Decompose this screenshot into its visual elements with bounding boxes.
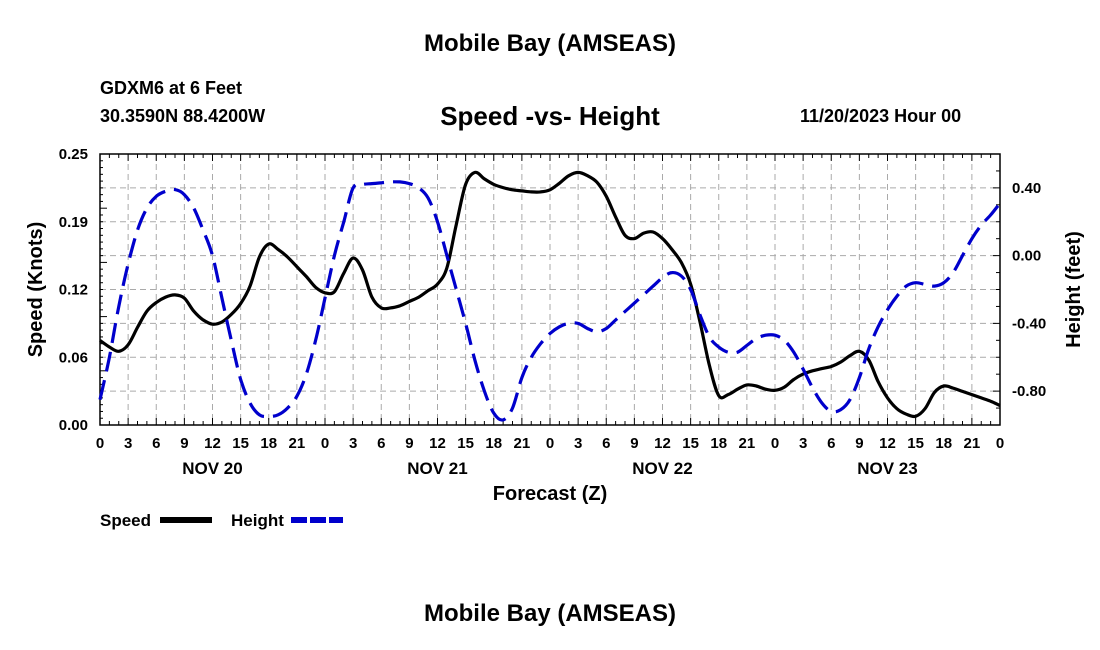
day-label: NOV 22 bbox=[632, 459, 692, 478]
x-tick-label: 12 bbox=[654, 435, 671, 452]
x-tick-label: 12 bbox=[879, 435, 896, 452]
y-tick-label: 0.12 bbox=[59, 282, 88, 299]
y2-tick-label: 0.40 bbox=[1012, 180, 1041, 197]
x-tick-label: 18 bbox=[935, 435, 952, 452]
x-tick-label: 9 bbox=[405, 435, 413, 452]
x-tick-label: 3 bbox=[349, 435, 357, 452]
x-tick-label: 15 bbox=[457, 435, 474, 452]
x-tick-label: 18 bbox=[260, 435, 277, 452]
x-tick-label: 15 bbox=[232, 435, 249, 452]
y-tick-label: 0.25 bbox=[59, 146, 88, 163]
y2-tick-label: 0.00 bbox=[1012, 248, 1041, 265]
x-tick-label: 0 bbox=[771, 435, 779, 452]
x-tick-label: 0 bbox=[321, 435, 329, 452]
x-tick-label: 18 bbox=[710, 435, 727, 452]
forecast-date: 11/20/2023 Hour 00 bbox=[800, 106, 962, 126]
day-label: NOV 20 bbox=[182, 459, 242, 478]
x-tick-label: 15 bbox=[682, 435, 699, 452]
x-tick-label: 21 bbox=[739, 435, 756, 452]
footer-title: Mobile Bay (AMSEAS) bbox=[423, 600, 677, 627]
x-tick-label: 6 bbox=[377, 435, 385, 452]
x-axis-title: Forecast (Z) bbox=[493, 483, 607, 505]
x-tick-label: 3 bbox=[124, 435, 132, 452]
x-tick-label: 0 bbox=[996, 435, 1004, 452]
x-tick-label: 12 bbox=[204, 435, 221, 452]
x-tick-label: 9 bbox=[180, 435, 188, 452]
x-tick-label: 15 bbox=[907, 435, 924, 452]
x-tick-label: 18 bbox=[485, 435, 502, 452]
legend-label-height: Height bbox=[231, 511, 284, 530]
x-tick-label: 21 bbox=[289, 435, 306, 452]
x-tick-label: 3 bbox=[799, 435, 807, 452]
series-line-height bbox=[98, 180, 1002, 422]
x-tick-label: 6 bbox=[152, 435, 160, 452]
x-tick-label: 21 bbox=[514, 435, 531, 452]
x-tick-label: 12 bbox=[429, 435, 446, 452]
y2-axis-title: Height (feet) bbox=[1063, 231, 1085, 348]
x-tick-label: 21 bbox=[964, 435, 981, 452]
chart-main-title: Mobile Bay (AMSEAS) bbox=[423, 30, 677, 57]
station-coordinates: 30.3590N 88.4200W bbox=[100, 106, 266, 126]
y2-tick-label: -0.80 bbox=[1012, 383, 1046, 400]
day-label: NOV 23 bbox=[857, 459, 917, 478]
y-tick-label: 0.00 bbox=[59, 417, 88, 434]
x-tick-label: 0 bbox=[546, 435, 554, 452]
x-tick-label: 3 bbox=[574, 435, 582, 452]
legend-label-speed: Speed bbox=[100, 511, 151, 530]
x-tick-label: 6 bbox=[827, 435, 835, 452]
day-label: NOV 21 bbox=[407, 459, 467, 478]
x-tick-label: 6 bbox=[602, 435, 610, 452]
series-line-speed bbox=[99, 170, 1001, 419]
y-tick-label: 0.19 bbox=[59, 214, 88, 231]
chart-subtitle: Speed -vs- Height bbox=[440, 101, 660, 131]
x-tick-label: 9 bbox=[630, 435, 638, 452]
y-tick-label: 0.06 bbox=[59, 349, 88, 366]
x-tick-label: 9 bbox=[855, 435, 863, 452]
station-label: GDXM6 at 6 Feet bbox=[100, 78, 243, 98]
y2-tick-label: -0.40 bbox=[1012, 315, 1046, 332]
y-axis-title: Speed (Knots) bbox=[25, 222, 47, 358]
x-tick-label: 0 bbox=[96, 435, 104, 452]
